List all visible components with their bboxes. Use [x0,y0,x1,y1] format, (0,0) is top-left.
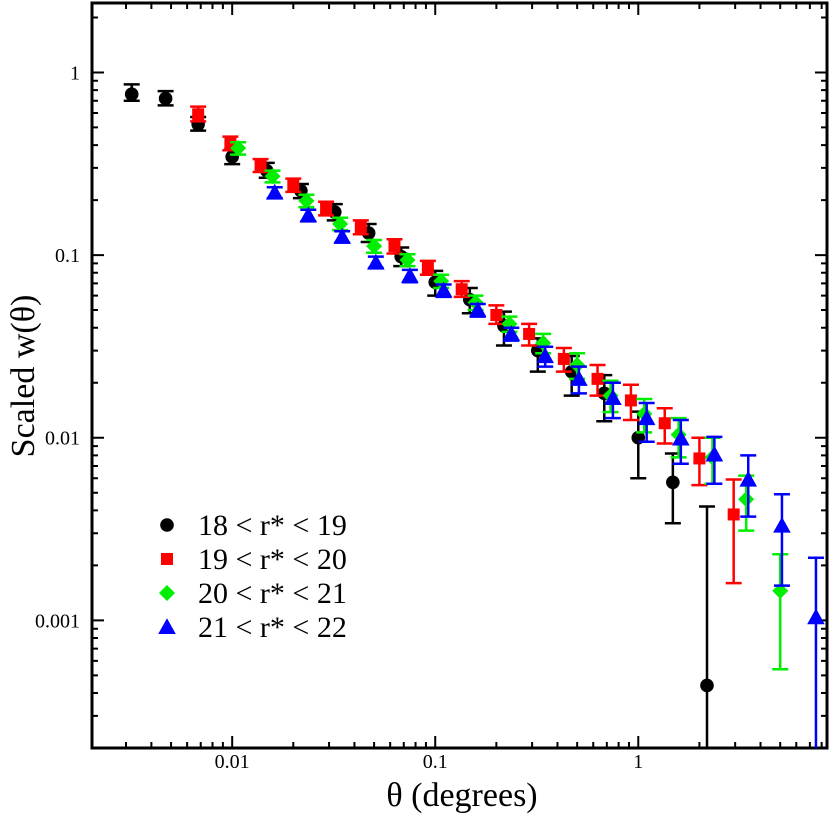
data-point [367,253,385,270]
data-point [354,221,367,234]
data-point [401,267,419,283]
series-1 [123,83,716,748]
data-point [158,91,173,106]
data-point [672,429,690,446]
error-bar [699,505,716,748]
data-point [772,582,789,599]
data-point [693,452,706,465]
data-point [658,417,671,430]
data-point [739,470,758,487]
plot-frame [90,1,829,750]
legend-marker [161,553,173,565]
data-point [738,491,755,508]
data-point [666,475,680,490]
legend-label: 21 < r* < 22 [198,611,347,644]
data-point [569,357,586,374]
axis-ticks [92,3,827,749]
data-point [727,508,740,521]
data-point [604,389,622,406]
data-point [265,183,284,200]
data-point [705,445,724,462]
legend-label: 19 < r* < 20 [198,543,347,576]
x-tick-label: 1 [633,751,643,773]
data-point [333,227,351,244]
y-tick-label: 0.1 [55,245,80,267]
legend-label: 20 < r* < 21 [198,577,347,610]
error-bar [725,478,742,585]
data-point [624,394,637,407]
data-point [570,370,588,386]
data-point [287,178,300,191]
data-point [502,325,521,341]
data-point [332,215,349,232]
data-series [123,83,825,748]
error-bar [772,553,789,671]
data-point [299,206,318,223]
legend-label: 18 < r* < 19 [198,509,347,542]
x-tick-label: 0.01 [215,751,250,773]
y-tick-label: 1 [70,62,80,84]
data-point [399,251,416,268]
series-4 [265,183,825,748]
legend-marker [159,585,175,601]
data-point [807,608,825,625]
data-point [455,283,468,296]
error-bar [807,556,824,748]
data-point [124,87,139,102]
x-tick-label: 0.1 [423,751,448,773]
data-point [591,372,604,385]
data-point [254,159,267,172]
legend-marker [158,618,176,635]
x-axis-label: θ (degrees) [386,777,537,814]
data-point [468,301,487,318]
tick-marks [92,3,827,749]
data-point [421,261,434,274]
y-tick-label: 0.01 [45,428,80,450]
data-point [557,352,570,365]
data-point [637,409,656,426]
data-point [320,202,333,215]
data-point [192,108,205,121]
series-2 [190,105,742,585]
data-point [366,238,383,255]
data-point [536,347,554,364]
data-point [230,140,247,157]
data-point [264,168,281,185]
data-point [700,678,714,693]
data-point [773,516,791,533]
error-bar [773,493,790,587]
y-tick-labels: 0.001 0.01 0.1 1 [35,62,80,632]
y-tick-label: 0.001 [35,610,80,632]
data-point [434,281,453,298]
data-point [490,308,503,321]
x-tick-labels: 0.01 0.1 1 [215,751,644,773]
data-point [388,240,401,253]
data-point [523,327,536,340]
legend-marker [160,518,174,532]
y-axis-label: Scaled w(θ) [5,295,42,458]
data-point [298,192,315,209]
